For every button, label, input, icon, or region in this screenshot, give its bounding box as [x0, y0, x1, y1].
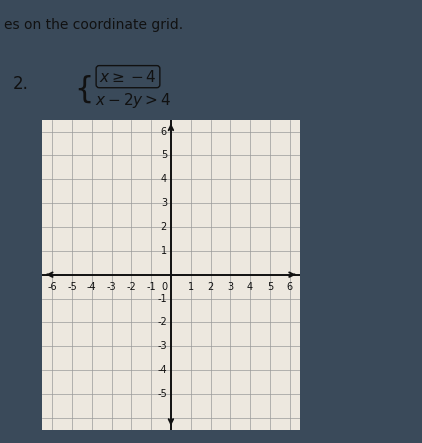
Text: 1: 1 [188, 282, 194, 292]
Text: 6: 6 [161, 127, 167, 136]
Text: 3: 3 [161, 198, 167, 208]
Text: 4: 4 [247, 282, 253, 292]
Text: $x \geq -4$: $x \geq -4$ [99, 69, 157, 85]
Text: $\{$: $\{$ [74, 73, 91, 105]
Text: -6: -6 [47, 282, 57, 292]
Text: 1: 1 [161, 246, 167, 256]
Text: -4: -4 [157, 365, 167, 375]
Text: 5: 5 [267, 282, 273, 292]
Text: 5: 5 [161, 150, 167, 160]
Text: -2: -2 [157, 317, 167, 327]
Text: $x - 2y > 4$: $x - 2y > 4$ [95, 91, 171, 110]
Text: 4: 4 [161, 174, 167, 184]
Text: es on the coordinate grid.: es on the coordinate grid. [4, 18, 183, 32]
Text: -5: -5 [157, 389, 167, 399]
Text: -3: -3 [107, 282, 116, 292]
Text: 0: 0 [162, 282, 168, 292]
Text: -1: -1 [146, 282, 156, 292]
Text: 2: 2 [161, 222, 167, 232]
Text: -4: -4 [87, 282, 97, 292]
Text: 2: 2 [207, 282, 214, 292]
Text: -1: -1 [157, 294, 167, 303]
Text: -2: -2 [127, 282, 136, 292]
Text: 2.: 2. [13, 75, 29, 93]
Text: 6: 6 [287, 282, 293, 292]
Text: 3: 3 [227, 282, 233, 292]
Text: -3: -3 [157, 341, 167, 351]
Text: -5: -5 [67, 282, 77, 292]
